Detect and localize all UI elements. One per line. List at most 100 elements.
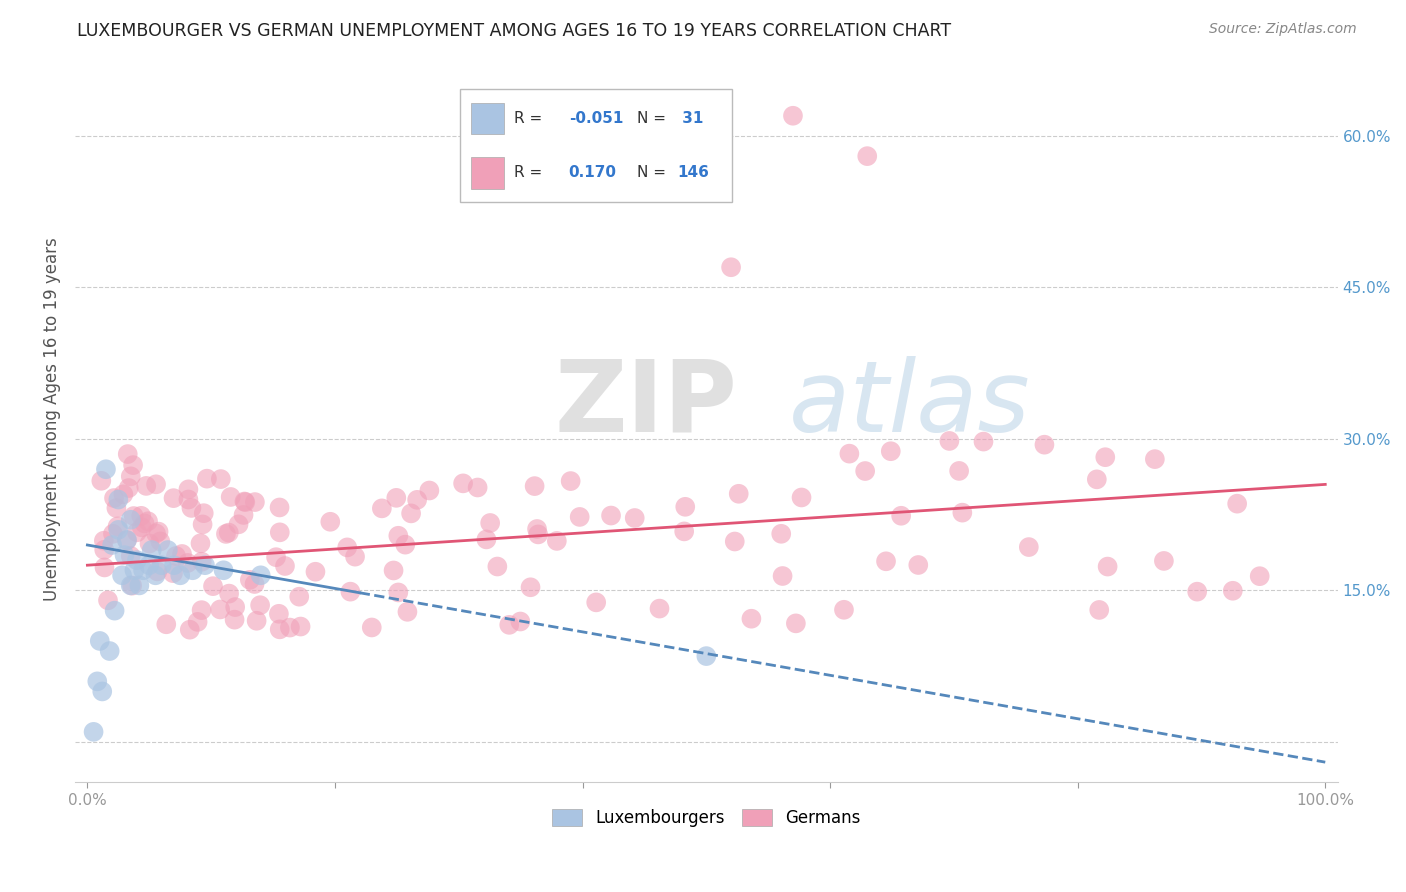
- Point: [118, 481, 141, 495]
- Point: [880, 444, 903, 458]
- Point: [772, 569, 794, 583]
- Point: [190, 603, 212, 617]
- Point: [856, 149, 879, 163]
- Point: [134, 516, 156, 531]
- Point: [246, 614, 269, 628]
- Point: [406, 492, 429, 507]
- Point: [125, 525, 148, 540]
- Point: [1088, 603, 1111, 617]
- Point: [290, 619, 312, 633]
- Point: [396, 605, 419, 619]
- Point: [148, 524, 170, 539]
- Point: [648, 601, 671, 615]
- Point: [770, 526, 793, 541]
- Point: [101, 526, 124, 541]
- Point: [948, 464, 970, 478]
- Point: [232, 508, 254, 522]
- Point: [938, 434, 960, 448]
- Point: [132, 563, 155, 577]
- Point: [219, 490, 242, 504]
- Point: [89, 634, 111, 648]
- Y-axis label: Unemployment Among Ages 16 to 19 years: Unemployment Among Ages 16 to 19 years: [44, 237, 60, 600]
- Point: [344, 549, 367, 564]
- Point: [114, 548, 136, 562]
- Point: [264, 550, 287, 565]
- Point: [304, 565, 326, 579]
- Point: [1018, 540, 1040, 554]
- Point: [169, 568, 191, 582]
- Point: [125, 553, 148, 567]
- Point: [724, 534, 747, 549]
- Point: [339, 584, 361, 599]
- Point: [233, 495, 256, 509]
- Point: [94, 462, 117, 476]
- Point: [218, 586, 240, 600]
- Point: [120, 469, 142, 483]
- Point: [875, 554, 897, 568]
- Point: [249, 568, 271, 582]
- Point: [156, 543, 179, 558]
- Point: [451, 476, 474, 491]
- Point: [115, 533, 138, 547]
- Point: [117, 447, 139, 461]
- Point: [145, 526, 167, 541]
- Point: [145, 477, 167, 491]
- Point: [782, 109, 804, 123]
- Point: [107, 519, 129, 533]
- Point: [145, 568, 167, 582]
- Point: [527, 527, 550, 541]
- Point: [560, 474, 582, 488]
- Point: [546, 533, 568, 548]
- Point: [105, 501, 128, 516]
- Point: [274, 559, 297, 574]
- Point: [120, 578, 142, 592]
- Point: [526, 522, 548, 536]
- Point: [418, 483, 440, 498]
- Point: [1097, 559, 1119, 574]
- Point: [177, 483, 200, 497]
- Point: [209, 602, 232, 616]
- Point: [101, 538, 124, 552]
- Point: [523, 479, 546, 493]
- Point: [790, 491, 813, 505]
- Point: [103, 491, 125, 505]
- Point: [838, 447, 860, 461]
- Point: [93, 560, 115, 574]
- Point: [193, 506, 215, 520]
- Point: [498, 617, 520, 632]
- Point: [224, 613, 246, 627]
- Point: [194, 558, 217, 573]
- Point: [162, 566, 184, 581]
- Point: [336, 541, 359, 555]
- Point: [150, 558, 173, 573]
- Point: [1143, 452, 1166, 467]
- Point: [141, 543, 163, 558]
- Point: [239, 573, 262, 587]
- Point: [509, 615, 531, 629]
- Point: [1185, 584, 1208, 599]
- Point: [249, 598, 271, 612]
- Point: [695, 649, 717, 664]
- Point: [90, 474, 112, 488]
- Point: [136, 514, 159, 528]
- Point: [1226, 497, 1249, 511]
- Point: [486, 559, 509, 574]
- Point: [163, 558, 186, 573]
- Point: [785, 616, 807, 631]
- Point: [121, 579, 143, 593]
- Point: [371, 501, 394, 516]
- Point: [138, 536, 160, 550]
- Point: [209, 472, 232, 486]
- Point: [181, 563, 204, 577]
- Point: [224, 600, 246, 615]
- Point: [180, 500, 202, 515]
- Point: [269, 500, 291, 515]
- Point: [269, 525, 291, 540]
- Text: LUXEMBOURGER VS GERMAN UNEMPLOYMENT AMONG AGES 16 TO 19 YEARS CORRELATION CHART: LUXEMBOURGER VS GERMAN UNEMPLOYMENT AMON…: [77, 22, 952, 40]
- Legend: Luxembourgers, Germans: Luxembourgers, Germans: [544, 801, 869, 836]
- Point: [382, 564, 405, 578]
- Point: [623, 511, 645, 525]
- Point: [519, 580, 541, 594]
- Point: [129, 508, 152, 523]
- Point: [950, 506, 973, 520]
